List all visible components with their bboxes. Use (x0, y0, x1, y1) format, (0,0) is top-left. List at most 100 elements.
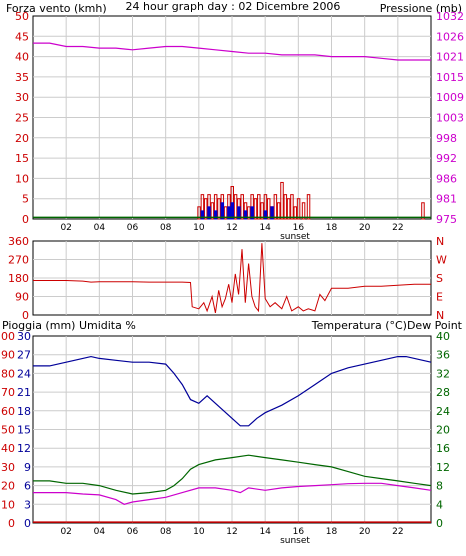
x-tick-label: 10 (193, 223, 205, 233)
temperature-tick-label: 16 (436, 442, 450, 455)
rain-tick-label: 30 (1, 461, 15, 474)
x-tick-label: 22 (392, 223, 403, 233)
compass-tick-label: N (436, 309, 444, 322)
wind-gust-bar (237, 206, 241, 220)
humidity-tick-label: 24 (17, 367, 31, 380)
pressure-tick-label: 986 (436, 172, 457, 185)
wind-tick-label: 5 (22, 193, 29, 206)
x-tick-label: 14 (259, 223, 271, 233)
temperature-tick-label: 12 (436, 461, 450, 474)
x-tick-label: 16 (293, 527, 305, 537)
x-tick-label: 20 (359, 527, 371, 537)
pressure-tick-label: 1009 (436, 91, 464, 104)
wind-tick-label: 25 (15, 112, 29, 125)
x-tick-label: 06 (127, 527, 139, 537)
direction-tick-label: 270 (8, 254, 29, 267)
x-tick-label: 16 (293, 223, 305, 233)
wind-axis-label: Forza vento (kmh) (6, 2, 107, 15)
wind-speed-bar (301, 202, 306, 220)
rain-tick-label: 80 (1, 367, 15, 380)
wind-gust-bar (227, 206, 231, 220)
temperature-tick-label: 8 (436, 480, 443, 493)
temperature-tick-label: 36 (436, 349, 450, 362)
rain-tick-label: 90 (1, 349, 15, 362)
humidity-tick-label: 0 (24, 517, 31, 530)
x-tick-label: 04 (94, 527, 106, 537)
wind-speed-bar (217, 198, 221, 220)
compass-tick-label: S (436, 272, 443, 285)
wind-speed-bar (283, 194, 288, 220)
x-tick-label: 02 (60, 223, 71, 233)
wind-tick-label: 20 (15, 132, 29, 145)
humidity-tick-label: 30 (17, 330, 31, 343)
pressure-tick-label: 1015 (436, 71, 464, 84)
direction-tick-label: 0 (22, 309, 29, 322)
x-tick-label: 02 (60, 527, 71, 537)
x-tick-label: 08 (160, 223, 172, 233)
wind-tick-label: 10 (15, 172, 29, 185)
x-tick-label: 18 (326, 223, 338, 233)
wind-speed-bar (240, 194, 244, 220)
wind-tick-label: 15 (15, 152, 29, 165)
humidity-tick-label: 15 (17, 424, 31, 437)
x-tick-label: 18 (326, 527, 338, 537)
wind-gust-bar (207, 206, 211, 220)
x-tick-label: 14 (259, 527, 271, 537)
pressure-tick-label: 1003 (436, 112, 464, 125)
wind-speed-bar (253, 198, 258, 220)
sunset-label: sunset (280, 536, 310, 546)
wind-speed-bar (306, 194, 311, 220)
pressure-tick-label: 992 (436, 152, 457, 165)
pressure-line (33, 42, 431, 61)
temperature-tick-label: 4 (436, 498, 443, 511)
wind-direction-line (33, 243, 431, 313)
pressure-tick-label: 981 (436, 193, 457, 206)
humidity-tick-label: 21 (17, 386, 31, 399)
wind-tick-label: 0 (22, 213, 29, 226)
wind-speed-bar (276, 202, 281, 220)
humidity-tick-label: 27 (17, 349, 31, 362)
temperature-tick-label: 32 (436, 367, 450, 380)
wind-speed-bar (247, 206, 251, 220)
rain-tick-label: 0 (8, 517, 15, 530)
wind-gust-bar (270, 206, 274, 220)
rain-tick-label: 100 (0, 330, 15, 343)
wind-tick-label: 50 (15, 10, 29, 23)
pressure-tick-label: 1032 (436, 10, 464, 23)
temperature-tick-label: 28 (436, 386, 450, 399)
wind-speed-bar (257, 194, 261, 220)
wind-speed-bar (210, 202, 215, 220)
humidity-tick-label: 12 (17, 442, 31, 455)
dewpoint-line (33, 482, 432, 505)
x-tick-label: 06 (127, 223, 139, 233)
wind-speed-bar (266, 198, 271, 220)
rain-tick-label: 70 (1, 386, 15, 399)
wind-speed-bar (233, 194, 238, 220)
wind-tick-label: 45 (15, 30, 29, 43)
rain-tick-label: 20 (1, 480, 15, 493)
x-tick-label: 04 (94, 223, 106, 233)
compass-tick-label: E (436, 291, 443, 304)
humidity-tick-label: 6 (24, 480, 31, 493)
pressure-tick-label: 1021 (436, 51, 464, 64)
compass-tick-label: N (436, 235, 444, 248)
wind-gust-bar (230, 202, 234, 220)
wind-speed-bar (223, 206, 228, 220)
humidity-line (33, 355, 432, 427)
wind-speed-bar (273, 194, 278, 220)
sunset-label: sunset (280, 232, 310, 242)
x-tick-label: 08 (160, 527, 172, 537)
wind-gust-bar (200, 210, 205, 220)
temperature-tick-label: 24 (436, 405, 450, 418)
temperature-tick-label: 0 (436, 517, 443, 530)
wind-speed-bar (260, 202, 264, 220)
wind-gust-bar (243, 210, 248, 220)
rain-tick-label: 10 (1, 498, 15, 511)
wind-speed-bar (296, 198, 301, 220)
direction-tick-label: 90 (15, 291, 29, 304)
compass-tick-label: W (436, 254, 447, 267)
temperature-dewpoint-axis-label: Temperatura (°C)Dew Point (311, 319, 463, 332)
wind-speed-bar (290, 194, 294, 220)
